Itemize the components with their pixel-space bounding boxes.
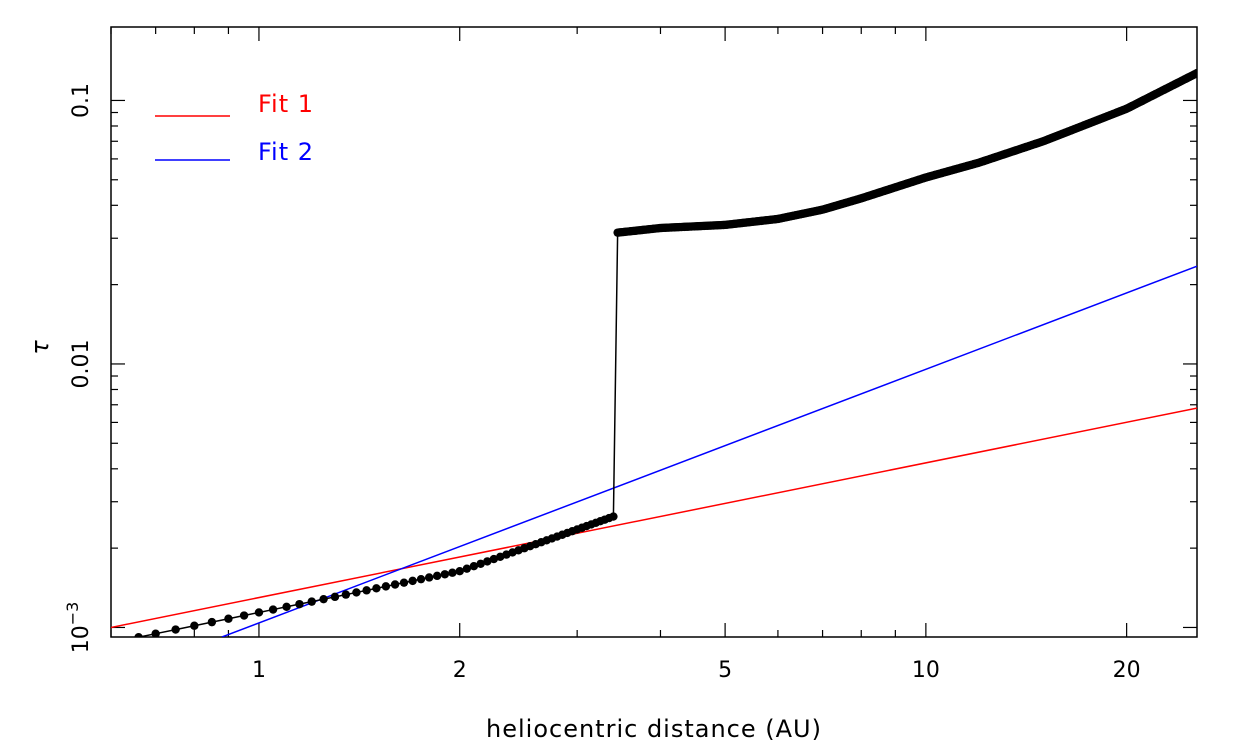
data-point	[448, 568, 457, 577]
fit-1-line	[111, 407, 1197, 629]
y-axis-label: τ	[26, 339, 54, 354]
data-point	[469, 561, 479, 571]
data-point	[432, 571, 442, 581]
data-point	[483, 557, 492, 566]
data-point	[319, 594, 328, 604]
data-point	[151, 629, 160, 637]
data-point	[416, 574, 426, 584]
data-point	[239, 611, 249, 620]
x-tick-label: 10	[912, 658, 940, 683]
x-tick-label: 1	[252, 658, 266, 683]
legend: Fit 1 Fit 2	[155, 90, 314, 166]
data-point	[171, 625, 180, 634]
data-point	[330, 592, 340, 602]
x-tick-label: 5	[718, 658, 732, 683]
data-point	[190, 621, 199, 630]
y-tick-label: 0.1	[69, 83, 94, 118]
legend-label-fit-1: Fit 1	[258, 90, 314, 118]
data-point	[362, 586, 371, 595]
data-point	[268, 605, 278, 614]
tick-labels: 1 2 5 10 20 10−3 0.01 0.1	[63, 83, 1141, 683]
x-tick-label: 2	[453, 658, 467, 683]
data-point	[307, 597, 316, 606]
data-point	[341, 590, 351, 599]
data-point	[224, 614, 233, 623]
data-point	[462, 564, 472, 573]
data-point	[399, 578, 409, 587]
data-point	[455, 567, 464, 576]
plot-frame	[110, 26, 1198, 638]
data-point	[372, 584, 381, 593]
legend-label-fit-2: Fit 2	[258, 138, 314, 166]
data-point	[254, 608, 264, 617]
fit-2-line	[221, 265, 1197, 637]
data-point	[1192, 68, 1197, 78]
data-point	[440, 570, 450, 579]
data-point	[295, 599, 304, 609]
axis-ticks	[110, 27, 1197, 637]
data-point	[207, 617, 217, 627]
data-point	[381, 582, 391, 591]
data-point	[476, 559, 485, 568]
plot-area	[111, 68, 1197, 637]
data-point	[489, 554, 499, 564]
data-point	[352, 588, 361, 597]
x-tick-label: 20	[1113, 658, 1141, 683]
data-point	[609, 512, 618, 521]
data-point	[408, 576, 417, 586]
y-tick-label-exponent: −3	[63, 602, 82, 626]
x-axis-label: heliocentric distance (AU)	[486, 715, 822, 743]
data-point	[134, 632, 143, 637]
y-tick-label: 10−3	[63, 602, 94, 654]
data-point	[282, 602, 291, 611]
data-point	[390, 580, 400, 589]
y-tick-label: 0.01	[69, 339, 94, 388]
data-point	[425, 573, 434, 582]
